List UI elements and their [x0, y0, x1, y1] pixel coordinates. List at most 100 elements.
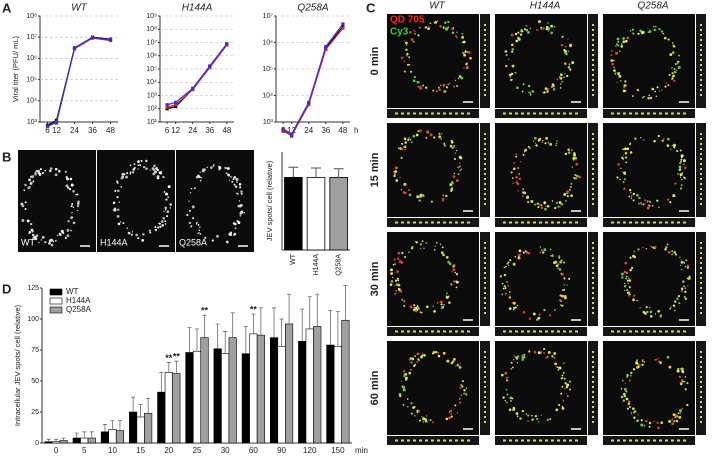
- y-tick-label: 10⁴: [262, 92, 273, 99]
- speckle: [440, 138, 442, 140]
- speckle: [527, 31, 530, 34]
- speckle: [469, 56, 472, 60]
- speckle: [438, 132, 441, 135]
- speckle: [525, 28, 529, 32]
- speckle: [130, 233, 133, 236]
- speckle: [453, 144, 456, 147]
- speckle: [410, 402, 413, 405]
- speckle: [438, 135, 442, 139]
- speckle: [119, 221, 122, 223]
- bar: [329, 177, 348, 251]
- speckle: [517, 190, 520, 192]
- speckle: [521, 409, 525, 413]
- speckle: [451, 182, 454, 185]
- speckle: [198, 232, 200, 234]
- speckle: [626, 373, 629, 377]
- x-tick-label: 48: [222, 126, 231, 135]
- speckle: [451, 146, 454, 150]
- bar: [157, 391, 166, 444]
- speckle: [688, 275, 691, 278]
- y-axis-label: JEV spots/ cell (relative): [265, 160, 274, 241]
- speckle: [676, 369, 680, 373]
- speckle: [624, 90, 627, 92]
- speckle: [665, 82, 668, 84]
- error-bar: [110, 420, 115, 430]
- chart-title: H144A: [182, 3, 213, 14]
- speckle: [667, 137, 670, 141]
- speckle: [188, 209, 192, 212]
- speckle: [403, 375, 406, 378]
- speckle: [145, 167, 148, 170]
- speckle: [680, 158, 683, 161]
- speckle: [642, 358, 644, 361]
- speckle: [441, 133, 443, 135]
- speckle: [397, 251, 401, 255]
- x-tick-label: 120: [303, 446, 317, 455]
- speckle: [501, 282, 504, 285]
- speckle: [632, 192, 636, 196]
- y-tick-label: 75: [31, 347, 39, 354]
- speckle: [455, 286, 458, 289]
- error-bar: [82, 431, 87, 439]
- speckle: [623, 270, 627, 274]
- error-bar: [272, 307, 277, 338]
- speckle: [239, 186, 242, 189]
- panel-label: A: [2, 0, 12, 15]
- speckle: [503, 266, 506, 269]
- speckle: [636, 193, 639, 197]
- column-label: WT: [429, 1, 445, 12]
- speckle: [555, 264, 559, 268]
- speckle: [29, 222, 33, 226]
- chart-title: Q258A: [297, 3, 328, 14]
- speckle: [656, 421, 659, 424]
- speckle: [522, 195, 524, 197]
- speckle: [626, 289, 629, 292]
- speckle: [135, 233, 138, 237]
- speckle: [529, 93, 532, 96]
- speckle: [565, 46, 567, 48]
- speckle: [519, 257, 521, 259]
- speckle: [549, 254, 552, 257]
- speckle: [524, 250, 527, 253]
- speckle: [56, 234, 59, 237]
- speckle: [639, 29, 643, 33]
- speckle: [562, 289, 565, 292]
- x-tick-label: 36: [205, 126, 214, 135]
- speckle: [190, 187, 193, 190]
- speckle: [457, 173, 460, 176]
- speckle: [674, 182, 677, 185]
- series-line: [47, 37, 111, 128]
- speckle: [574, 157, 577, 160]
- speckle: [515, 155, 518, 158]
- speckle: [666, 243, 669, 246]
- x-tick-label: 0: [54, 446, 59, 455]
- speckle: [411, 141, 413, 144]
- speckle: [129, 173, 131, 175]
- speckle: [620, 45, 624, 48]
- speckle: [626, 147, 629, 150]
- speckle: [505, 265, 507, 268]
- speckle: [546, 90, 549, 93]
- speckle: [423, 354, 426, 357]
- speckle: [563, 377, 566, 380]
- error-bar: [187, 327, 192, 353]
- speckle: [406, 405, 409, 408]
- speckle: [512, 308, 515, 311]
- y-tick-label: 0: [35, 440, 39, 447]
- speckle: [624, 261, 628, 265]
- speckle: [628, 277, 630, 279]
- speckle: [72, 221, 76, 225]
- y-tick-label: 10⁴: [26, 98, 37, 105]
- speckle: [23, 189, 26, 192]
- speckle: [448, 82, 451, 85]
- speckle: [419, 85, 422, 89]
- speckle: [191, 205, 195, 209]
- speckle: [645, 306, 648, 309]
- speckle: [678, 415, 682, 419]
- speckle: [529, 27, 531, 30]
- speckle: [538, 421, 540, 423]
- speckle: [552, 88, 556, 91]
- data-point: [54, 121, 59, 125]
- speckle: [240, 190, 243, 193]
- speckle: [155, 167, 158, 170]
